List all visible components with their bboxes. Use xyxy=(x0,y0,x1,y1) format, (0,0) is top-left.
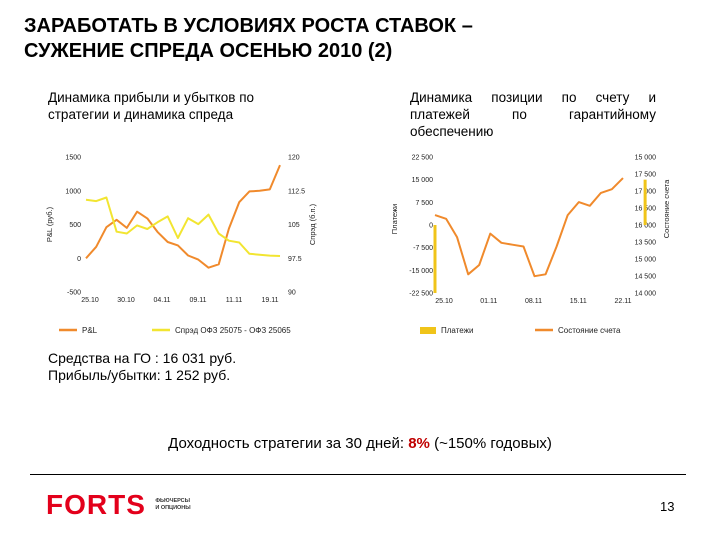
logo-wordmark: FORTS xyxy=(46,489,146,520)
yield-prefix: Доходность стратегии за 30 дней: xyxy=(168,435,409,452)
payment-bar xyxy=(643,179,647,225)
summary-pnl: Прибыль/убытки: 1 252 руб. xyxy=(48,367,231,383)
left-chart-caption: Динамика прибыли и убытков по стратегии … xyxy=(48,89,318,123)
page-number: 13 xyxy=(660,499,675,514)
legend-label-payments: Платежи xyxy=(441,326,473,335)
y-left-tick-label: -7 500 xyxy=(413,245,433,252)
pnl-series-line xyxy=(85,164,281,269)
account-series-line xyxy=(434,177,624,278)
strategy-yield: Доходность стратегии за 30 дней: 8% (~15… xyxy=(0,435,720,452)
y-right-tick-label: 13 500 xyxy=(635,240,657,247)
y-right-tick-label: 15 000 xyxy=(635,257,657,264)
pnl-spread-chart: P&L (руб.) Спрэд (б.п.) 1500 1000 500 0 -500 12… xyxy=(45,155,317,336)
logo-subtitle: фьючерсы и опционы xyxy=(155,498,190,512)
x-tick-label: 25.10 xyxy=(435,298,453,305)
y-right-tick-label: 14 000 xyxy=(635,291,657,298)
legend-swatch-payments xyxy=(420,327,436,334)
y-left-tick-label: 500 xyxy=(69,222,81,229)
x-tick-label: 25.10 xyxy=(81,297,99,304)
y-left-tick-label: 1500 xyxy=(65,155,81,162)
y-right-tick-label: 14 500 xyxy=(635,274,657,281)
left-caption-line-1: Динамика прибыли и убытков по xyxy=(48,90,255,105)
y-left-tick-label: 22 500 xyxy=(412,155,434,162)
payments-account-chart: Платежи Состояние счета 22 500 15 000 7 500 0… xyxy=(390,155,671,336)
y-right-tick-label: 120 xyxy=(288,155,300,162)
x-tick-label: 11.11 xyxy=(226,297,243,304)
y-right-tick-label: 112.5 xyxy=(288,188,305,195)
summary-block: Средства на ГО : 16 031 руб. Прибыль/убы… xyxy=(48,350,236,384)
logo-subtitle-line-1: фьючерсы xyxy=(155,498,191,504)
y-left-tick-label: 0 xyxy=(77,256,81,263)
y-right-tick-label: 15 000 xyxy=(635,155,657,162)
y-axis-right-title: Состояние счета xyxy=(662,179,671,238)
right-caption-line-3: обеспечению xyxy=(410,124,494,139)
x-tick-label: 15.11 xyxy=(570,298,587,305)
logo-subtitle-line-2: и опционы xyxy=(155,505,191,511)
y-left-tick-label: 1000 xyxy=(65,188,81,195)
y-right-tick-label: 97.5 xyxy=(288,256,302,263)
y-left-tick-label: -15 000 xyxy=(409,268,433,275)
x-tick-label: 19.11 xyxy=(262,297,279,304)
legend-label-pnl: P&L xyxy=(82,326,98,335)
y-left-tick-label: -500 xyxy=(67,290,81,297)
forts-logo: FORTS фьючерсы и опционы xyxy=(46,490,191,520)
y-axis-left-title: P&L (руб.) xyxy=(45,206,54,242)
y-axis-right-title: Спрэд (б.п.) xyxy=(308,203,317,245)
slide-title-line-1: ЗАРАБОТАТЬ В УСЛОВИЯХ РОСТА СТАВОК – xyxy=(24,15,473,37)
yield-suffix: (~150% годовых) xyxy=(429,435,552,452)
right-caption-line-1: Динамика позиции по счету и xyxy=(410,90,656,105)
footer-divider xyxy=(30,474,686,475)
y-left-tick-label: -22 500 xyxy=(409,291,433,298)
x-tick-label: 08.11 xyxy=(525,298,542,305)
spread-series-line xyxy=(85,196,281,257)
slide-title-line-2: СУЖЕНИЕ СПРЕДА ОСЕНЬЮ 2010 (2) xyxy=(24,40,393,62)
slide-title: ЗАРАБОТАТЬ В УСЛОВИЯХ РОСТА СТАВОК – СУЖ… xyxy=(24,14,704,64)
y-left-tick-label: 7 500 xyxy=(415,200,433,207)
x-tick-label: 30.10 xyxy=(117,297,135,304)
y-right-tick-label: 105 xyxy=(288,222,300,229)
left-caption-line-2: стратегии и динамика спреда xyxy=(48,107,234,122)
payment-bar xyxy=(433,225,437,293)
y-right-tick-label: 16 000 xyxy=(635,223,657,230)
summary-funds: Средства на ГО : 16 031 руб. xyxy=(48,350,237,366)
x-tick-label: 04.11 xyxy=(154,297,171,304)
legend-label-account: Состояние счета xyxy=(558,326,621,335)
right-caption-line-2: платежей по гарантийному xyxy=(410,107,656,122)
legend-label-spread: Спрэд ОФЗ 25075 - ОФЗ 25065 xyxy=(175,326,291,335)
x-tick-label: 22.11 xyxy=(615,298,632,305)
right-chart-caption: Динамика позиции по счету и платежей по … xyxy=(410,89,656,140)
y-left-tick-label: 15 000 xyxy=(412,177,434,184)
x-tick-label: 09.11 xyxy=(190,297,207,304)
y-right-tick-label: 90 xyxy=(288,290,296,297)
yield-value: 8% xyxy=(408,435,430,452)
x-tick-label: 01.11 xyxy=(480,298,497,305)
y-axis-left-title: Платежи xyxy=(390,204,399,234)
y-left-tick-label: 0 xyxy=(429,223,433,230)
y-right-tick-label: 17 500 xyxy=(635,172,657,179)
